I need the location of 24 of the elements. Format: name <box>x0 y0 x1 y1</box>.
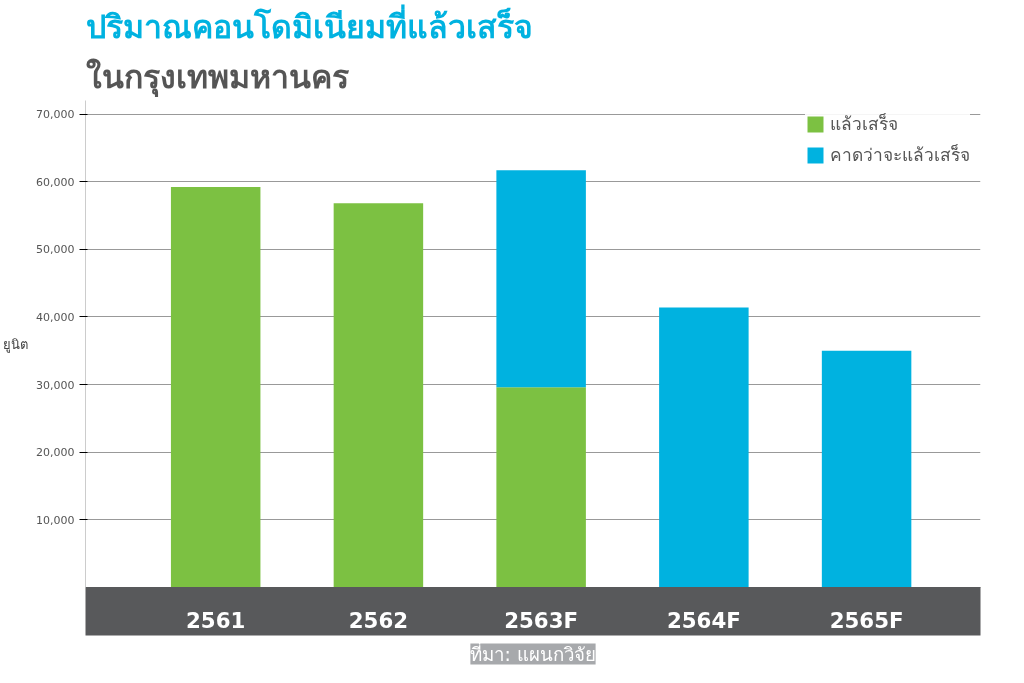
x-tick-label: 2562 <box>348 607 409 633</box>
chart-subtitle: ในกรุงเทพมหานคร <box>85 57 349 98</box>
x-tick-label: 2561 <box>186 607 246 633</box>
y-tick-label: 50,000 <box>36 243 75 257</box>
bar <box>821 350 912 588</box>
x-tick-label: 2563F <box>504 607 579 633</box>
chart-title: ปริมาณคอนโดมิเนียมที่แล้วเสร็จ <box>85 3 533 46</box>
bar <box>170 187 261 588</box>
bar <box>496 387 586 588</box>
text: ที่มา: แผนกวิจัย <box>470 641 596 665</box>
y-axis-title: ยูนิต <box>3 336 29 353</box>
y-tick-label: 10,000 <box>36 513 75 527</box>
y-tick-label: 70,000 <box>36 108 75 122</box>
y-tick-label: 20,000 <box>36 446 75 460</box>
bar <box>659 307 749 588</box>
bar <box>333 203 424 588</box>
x-tick-label: 2565F <box>829 607 904 633</box>
legend-label: แล้วเสร็จ <box>830 112 898 136</box>
y-tick-label: 60,000 <box>36 175 75 189</box>
legend-label: คาดว่าจะแล้วเสร็จ <box>830 143 970 167</box>
y-tick-label: 30,000 <box>36 378 75 392</box>
bar <box>496 170 586 388</box>
x-tick-label: 2564F <box>666 607 741 633</box>
y-tick-label: 40,000 <box>36 310 75 324</box>
